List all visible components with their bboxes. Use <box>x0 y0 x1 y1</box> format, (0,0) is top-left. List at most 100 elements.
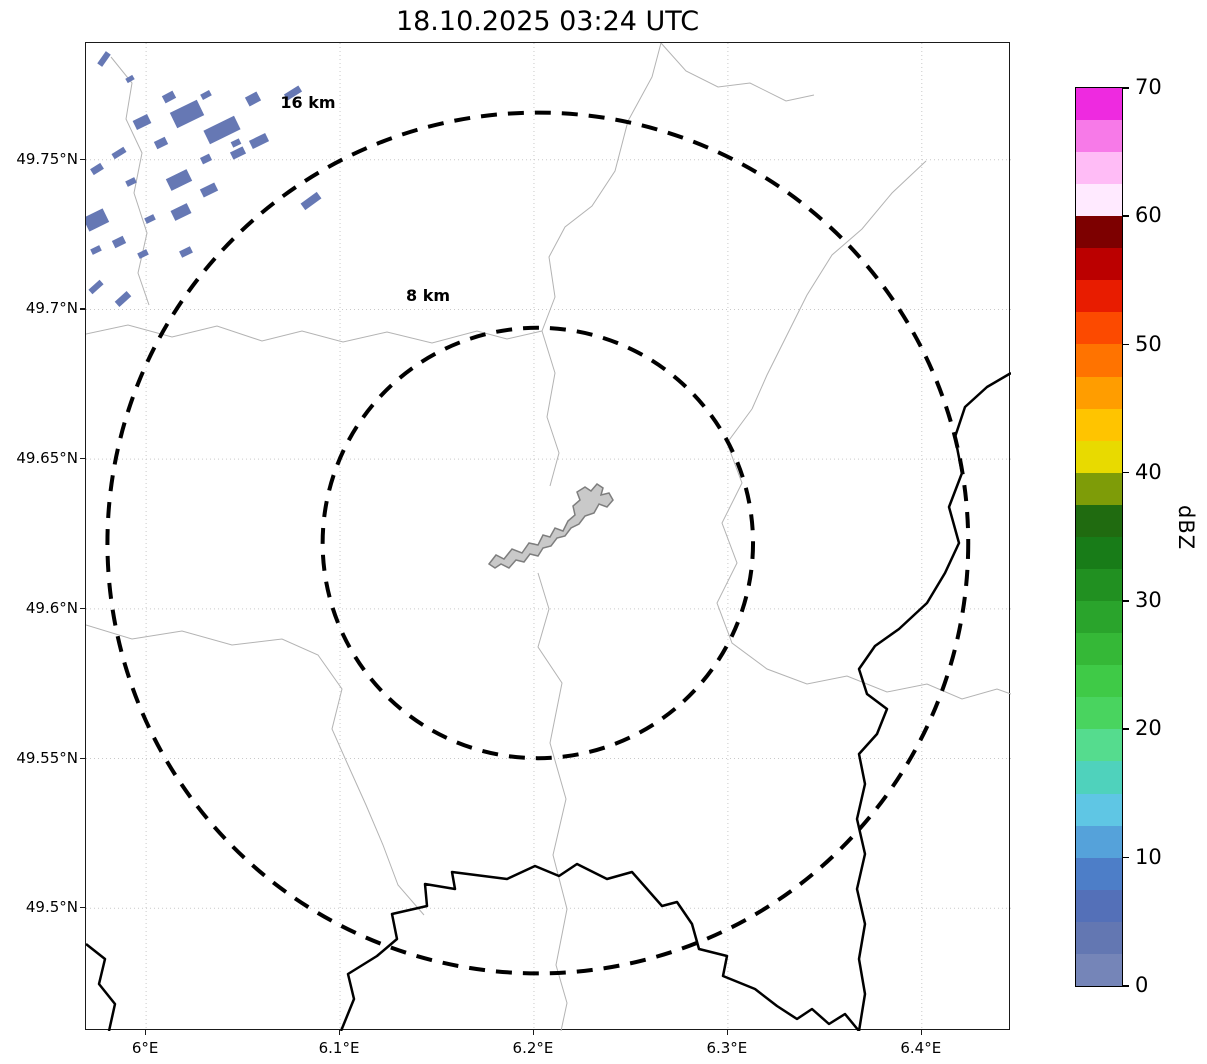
colorbar-segment <box>1076 857 1122 890</box>
colorbar-tick-label: 60 <box>1135 203 1162 228</box>
radar-echo-cell <box>200 90 212 100</box>
colorbar-segment <box>1076 889 1122 922</box>
colorbar-tick-label: 0 <box>1135 973 1149 997</box>
colorbar-segment <box>1076 536 1122 569</box>
range-ring-16km <box>105 110 971 976</box>
radar-echo-cell <box>244 91 262 107</box>
radar-echo-cell <box>137 249 149 259</box>
colorbar-segment <box>1076 953 1122 986</box>
country-border-line <box>339 862 860 1031</box>
x-tick-label: 6.2°E <box>512 1039 554 1057</box>
radar-echo-cell <box>153 136 169 150</box>
admin-boundary-line <box>541 330 560 487</box>
range-ring-label: 16 km <box>280 93 335 112</box>
colorbar-tick-mark <box>1122 600 1129 602</box>
radar-echo-cell <box>90 245 102 255</box>
colorbar-segment <box>1076 697 1122 730</box>
radar-echo-cell <box>88 279 104 295</box>
radar-echo-cell <box>114 291 132 307</box>
y-tick-mark <box>80 907 85 909</box>
colorbar-segment <box>1076 440 1122 473</box>
radar-map: 8 km 16 km <box>86 43 1011 1031</box>
colorbar-segment <box>1076 601 1122 634</box>
y-tick-label: 49.55°N <box>16 748 78 767</box>
radar-echo-cell <box>300 191 322 211</box>
country-border-line <box>855 371 1011 1031</box>
plot-title: 18.10.2025 03:24 UTC <box>395 6 700 37</box>
colorbar-segment <box>1076 312 1122 345</box>
radar-echo-cell <box>169 99 205 129</box>
range-ring-8km <box>320 325 756 761</box>
colorbar-tick-label: 30 <box>1135 588 1162 613</box>
radar-echo-cell <box>170 203 192 221</box>
admin-boundary-line <box>110 56 150 306</box>
x-tick-mark <box>145 1030 147 1035</box>
y-tick-mark <box>80 607 85 610</box>
radar-echo-cell <box>86 208 110 232</box>
colorbar-segment <box>1076 216 1122 249</box>
colorbar-segment <box>1076 376 1122 409</box>
colorbar-segment <box>1076 729 1122 762</box>
colorbar-segment <box>1076 633 1122 666</box>
colorbar-segment <box>1076 151 1122 185</box>
y-tick-label: 49.5°N <box>25 898 78 917</box>
y-tick-mark <box>80 757 85 759</box>
colorbar-segment <box>1076 761 1122 794</box>
radar-echo-cell <box>203 115 241 145</box>
admin-boundary-line <box>86 324 543 344</box>
city-outline-shape <box>487 483 614 569</box>
y-tick-mark <box>80 458 85 460</box>
x-tick-mark <box>339 1030 341 1035</box>
colorbar-tick-label: 50 <box>1135 331 1162 356</box>
radar-echo-cell <box>230 138 242 148</box>
x-tick-mark <box>726 1030 729 1035</box>
admin-boundary-line <box>541 43 662 332</box>
x-tick-mark <box>532 1030 535 1035</box>
colorbar-tick-mark <box>1122 215 1129 217</box>
country-border-line <box>86 943 117 1031</box>
radar-echo-cell <box>125 177 137 187</box>
radar-echo-cell <box>144 214 156 224</box>
range-ring-label: 8 km <box>406 286 450 305</box>
radar-echo-cell <box>199 153 213 165</box>
colorbar-segment <box>1076 344 1122 377</box>
colorbar-segment <box>1076 248 1122 281</box>
colorbar-segment <box>1076 665 1122 698</box>
admin-boundary-line <box>751 160 927 410</box>
colorbar-tick-mark <box>1122 856 1129 859</box>
colorbar-tick-label: 40 <box>1135 459 1162 484</box>
colorbar-segment <box>1076 472 1122 505</box>
y-tick-label: 49.7°N <box>25 299 78 318</box>
colorbar-tick-label: 10 <box>1135 844 1162 869</box>
colorbar-segment <box>1076 793 1122 826</box>
colorbar-segment <box>1076 504 1122 537</box>
x-tick-label: 6.1°E <box>318 1039 360 1057</box>
y-tick-mark <box>80 158 85 160</box>
colorbar-segment <box>1076 825 1122 858</box>
radar-echo-cell <box>132 113 152 131</box>
colorbar-segment <box>1076 87 1122 120</box>
radar-echo-cell <box>125 74 135 84</box>
x-tick-label: 6.4°E <box>900 1039 942 1057</box>
radar-echo-cell <box>90 162 104 176</box>
x-tick-mark <box>920 1030 922 1035</box>
colorbar-segment <box>1076 408 1122 441</box>
colorbar-tick-mark <box>1122 471 1129 474</box>
admin-boundary-line <box>537 572 568 1031</box>
colorbar-segment <box>1076 184 1122 217</box>
radar-echo-cell <box>283 85 303 101</box>
admin-boundary-line <box>660 43 815 102</box>
y-tick-mark <box>80 308 85 310</box>
y-tick-label: 49.65°N <box>16 449 78 468</box>
y-tick-label: 49.75°N <box>16 149 78 168</box>
admin-boundary-line <box>86 624 425 916</box>
colorbar-tick-mark <box>1122 343 1129 346</box>
x-tick-label: 6°E <box>131 1039 159 1057</box>
radar-echo-cell <box>229 146 247 160</box>
radar-echo-cell <box>97 51 111 67</box>
colorbar-segment <box>1076 119 1122 152</box>
colorbar-segment <box>1076 568 1122 602</box>
colorbar-tick-label: 20 <box>1135 716 1162 741</box>
radar-echo-cell <box>111 146 127 160</box>
